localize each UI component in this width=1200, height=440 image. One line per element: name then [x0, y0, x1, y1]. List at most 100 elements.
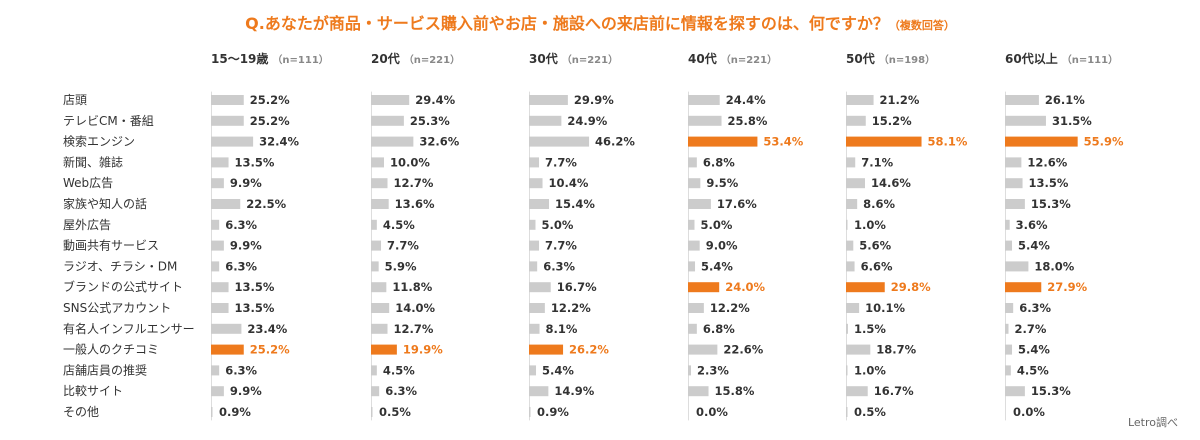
bar [529, 115, 562, 126]
data-label: 25.3% [410, 114, 450, 128]
bar [688, 95, 720, 105]
category-label: 一般人のクチコミ [63, 342, 159, 357]
bar [211, 136, 254, 147]
bar [1005, 219, 1010, 230]
bar [529, 95, 568, 105]
data-label: 4.5% [383, 218, 415, 232]
category-label: 動画共有サービス [63, 239, 159, 253]
data-label: 13.5% [1029, 176, 1069, 190]
bar [846, 323, 848, 334]
series-header: 20代 （n=221） [371, 51, 460, 66]
bar [371, 261, 379, 272]
chart-title: Q.あなたが商品・サービス購入前やお店・施設への来店前に情報を探すのは、何ですか… [0, 10, 1200, 34]
data-label: 21.2% [880, 93, 920, 107]
data-label: 6.3% [225, 218, 257, 232]
bar [529, 365, 537, 376]
bar [211, 157, 229, 168]
data-label: 15.8% [715, 384, 755, 398]
data-label: 1.5% [854, 322, 886, 336]
chart-title-text: Q.あなたが商品・サービス購入前やお店・施設への来店前に情報を探すのは、何ですか… [245, 14, 889, 33]
data-label: 25.2% [250, 114, 290, 128]
bar [371, 386, 380, 397]
bar [1005, 365, 1011, 376]
chart-title-note: （複数回答） [888, 19, 955, 32]
data-label: 9.5% [706, 176, 738, 190]
bar [688, 344, 718, 355]
bar [846, 240, 854, 251]
data-label: 26.2% [569, 343, 609, 357]
bar [846, 407, 848, 417]
data-label: 6.3% [543, 259, 575, 273]
bar [688, 157, 697, 168]
data-label: 13.6% [395, 197, 435, 211]
data-label: 58.1% [928, 135, 968, 149]
data-label: 5.0% [542, 218, 574, 232]
data-label: 7.7% [387, 239, 419, 253]
data-label: 12.7% [394, 322, 434, 336]
data-label: 8.1% [546, 322, 578, 336]
source-label: Letro調べ [1127, 416, 1178, 429]
bar [688, 282, 720, 293]
series-header: 60代以上 （n=111） [1005, 51, 1118, 66]
bar [846, 136, 922, 147]
bar [371, 136, 414, 147]
category-label: 比較サイト [63, 383, 123, 398]
series-header: 30代 （n=221） [529, 51, 618, 66]
category-label: SNS公式アカウント [63, 301, 171, 315]
data-label: 14.6% [871, 176, 911, 190]
data-label: 6.8% [703, 322, 735, 336]
series-header: 50代 （n=198） [846, 51, 935, 66]
bar [211, 407, 213, 417]
data-label: 27.9% [1047, 280, 1087, 294]
bar [1005, 303, 1014, 313]
data-label: 15.2% [872, 114, 912, 128]
bar [211, 323, 242, 334]
bar [688, 178, 701, 189]
bar [688, 261, 696, 272]
data-label: 18.7% [876, 343, 916, 357]
data-label: 7.7% [545, 239, 577, 253]
bar [371, 344, 397, 355]
data-label: 7.7% [545, 155, 577, 169]
data-label: 11.8% [392, 280, 432, 294]
bar [846, 344, 871, 355]
bar [1005, 157, 1022, 168]
data-label: 0.5% [854, 405, 886, 419]
data-label: 9.9% [230, 384, 262, 398]
data-label: 24.4% [726, 93, 766, 107]
data-label: 24.9% [567, 114, 607, 128]
data-label: 15.4% [555, 197, 595, 211]
data-label: 14.0% [395, 301, 435, 315]
bar [1005, 344, 1013, 355]
bar [529, 303, 545, 313]
data-label: 6.3% [1019, 301, 1051, 315]
bar [529, 344, 564, 355]
data-label: 26.1% [1045, 93, 1085, 107]
data-label: 6.3% [225, 363, 257, 377]
bar [371, 323, 388, 334]
data-label: 23.4% [247, 322, 287, 336]
bar [688, 240, 700, 251]
category-label: 店舗店員の推奨 [63, 363, 147, 377]
bar [211, 95, 244, 105]
data-label: 3.6% [1016, 218, 1048, 232]
bar [371, 365, 377, 376]
category-label: テレビCM・番組 [63, 114, 154, 128]
data-label: 0.9% [537, 405, 569, 419]
data-label: 16.7% [557, 280, 597, 294]
category-label: 検索エンジン [63, 135, 135, 149]
bar [688, 115, 722, 126]
data-label: 14.9% [554, 384, 594, 398]
bar [371, 407, 373, 417]
data-label: 22.5% [246, 197, 286, 211]
bar [846, 115, 866, 126]
bar [211, 303, 229, 313]
data-label: 0.0% [1013, 405, 1045, 419]
bar [688, 199, 711, 209]
category-label: その他 [63, 405, 99, 419]
data-label: 29.4% [415, 93, 455, 107]
data-label: 17.6% [717, 197, 757, 211]
data-label: 9.0% [706, 239, 738, 253]
bar [371, 157, 384, 168]
